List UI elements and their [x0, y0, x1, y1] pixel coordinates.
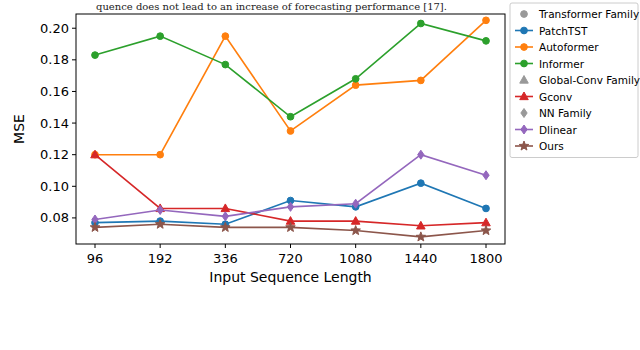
legend-marker [520, 92, 529, 100]
series-line [95, 20, 486, 154]
chart: quence does not lead to an increase of f… [0, 0, 640, 350]
series-line [95, 23, 486, 116]
x-tick [160, 244, 161, 248]
legend-marker [521, 125, 527, 134]
y-tick [72, 186, 76, 187]
x-tick-label: 192 [148, 251, 173, 266]
x-tick-label: 1440 [404, 251, 437, 266]
y-axis-label: MSE [11, 114, 27, 144]
legend-label: Ours [539, 140, 564, 152]
legend-label: Dlinear [539, 124, 577, 136]
data-point [351, 217, 360, 225]
plot-frame [76, 14, 505, 244]
data-point [351, 226, 361, 235]
x-tick-label: 1080 [339, 251, 372, 266]
data-point [353, 199, 359, 208]
data-point [222, 33, 229, 40]
data-point [221, 204, 230, 212]
legend-label: PatchTST [539, 25, 588, 37]
data-point [157, 151, 164, 158]
data-point [92, 52, 99, 59]
data-point [287, 128, 294, 135]
data-point [221, 222, 231, 231]
x-tick-label: 96 [87, 251, 104, 266]
y-tick-label: 0.14 [40, 116, 69, 131]
x-tick-label: 336 [213, 251, 238, 266]
data-point [481, 226, 491, 235]
y-tick-label: 0.10 [40, 179, 69, 194]
legend-marker [521, 109, 527, 118]
data-point [222, 212, 228, 221]
y-tick [72, 59, 76, 60]
data-point [417, 20, 424, 27]
legend-marker [519, 141, 529, 150]
y-tick [72, 154, 76, 155]
x-tick [420, 244, 421, 248]
y-tick-label: 0.20 [40, 21, 69, 36]
data-point [483, 205, 490, 212]
data-point [483, 171, 489, 180]
y-tick [72, 123, 76, 124]
x-tick [225, 244, 226, 248]
y-tick [72, 28, 76, 29]
x-tick-label: 720 [278, 251, 303, 266]
annotation: quence does not lead to an increase of f… [96, 1, 447, 12]
legend-label: NN Family [539, 107, 592, 119]
x-tick [95, 244, 96, 248]
data-point [417, 221, 426, 229]
data-point [417, 180, 424, 187]
legend-marker [521, 11, 528, 18]
legend-marker [520, 76, 529, 84]
y-tick [72, 91, 76, 92]
series-line [95, 155, 486, 226]
x-tick [290, 244, 291, 248]
y-tick-label: 0.08 [40, 210, 69, 225]
y-tick-label: 0.12 [40, 147, 69, 162]
legend-label: Transformer Family [538, 8, 639, 20]
data-point [418, 150, 424, 159]
legend-label: Global-Conv Family [539, 74, 640, 86]
data-point [352, 82, 359, 89]
legend-label: Informer [539, 58, 585, 70]
y-tick [72, 217, 76, 218]
y-tick-label: 0.16 [40, 84, 69, 99]
data-point [222, 61, 229, 68]
data-point [483, 37, 490, 44]
data-point [287, 202, 293, 211]
legend-marker [521, 44, 528, 51]
data-point [416, 232, 426, 241]
data-point [352, 75, 359, 82]
y-tick-label: 0.18 [40, 52, 69, 67]
x-tick [355, 244, 356, 248]
data-point [417, 77, 424, 84]
legend-label: Gconv [539, 91, 572, 103]
legend-marker [521, 27, 528, 34]
legend: Transformer Family PatchTST Autoformer Info… [510, 3, 640, 158]
data-point [90, 222, 100, 231]
data-point [157, 206, 163, 215]
data-point [91, 150, 100, 158]
data-point [286, 222, 296, 231]
x-tick-label: 1800 [469, 251, 502, 266]
plot-area [90, 17, 491, 241]
legend-marker [521, 60, 528, 67]
legend-label: Autoformer [539, 41, 599, 53]
x-axis-label: Input Sequence Length [209, 269, 372, 285]
data-point [157, 33, 164, 40]
data-point [155, 219, 165, 228]
data-point [483, 17, 490, 24]
series-line [95, 155, 486, 220]
x-tick [486, 244, 487, 248]
data-point [287, 113, 294, 120]
